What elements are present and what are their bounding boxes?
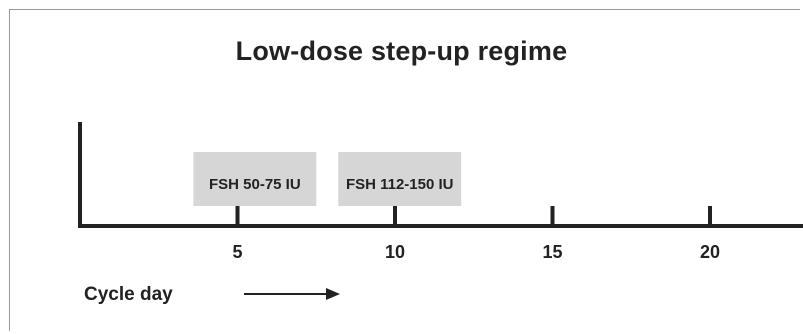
regimen-label-1: FSH 50-75 IU bbox=[209, 176, 301, 193]
tick-label-5: 5 bbox=[232, 242, 242, 262]
tick-label-15: 15 bbox=[542, 242, 562, 262]
regimen-box-2 bbox=[338, 152, 462, 206]
diagram-title: Low-dose step-up regime bbox=[235, 36, 568, 66]
regimen-box-1 bbox=[193, 152, 317, 206]
regimen-boxes: FSH 50-75 IU FSH 112-150 IU bbox=[193, 152, 462, 206]
regimen-label-2: FSH 112-150 IU bbox=[346, 176, 454, 193]
tick-label-10: 10 bbox=[385, 242, 405, 262]
timeline-ticks: 5 10 15 20 bbox=[232, 206, 720, 262]
axis-label: Cycle day bbox=[84, 284, 173, 305]
figure-frame bbox=[9, 9, 800, 331]
tick-label-20: 20 bbox=[700, 242, 720, 262]
arrow-right-icon bbox=[244, 288, 340, 300]
